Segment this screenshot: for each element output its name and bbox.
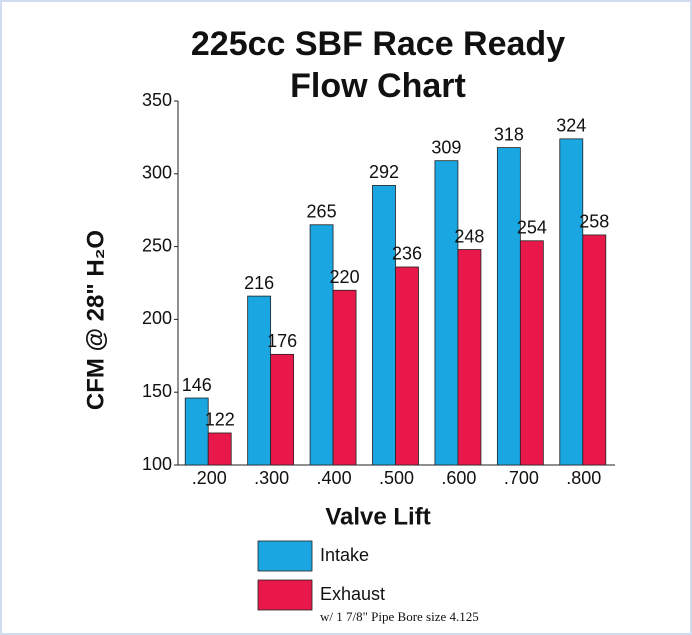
legend-label: Exhaust — [320, 584, 385, 604]
value-label: 309 — [431, 137, 461, 157]
y-tick-label: 350 — [142, 90, 172, 110]
legend-label: Intake — [320, 545, 369, 565]
bar — [309, 224, 334, 466]
chart-title-line-2: Flow Chart — [290, 67, 466, 105]
x-tick-label: .600 — [441, 468, 476, 488]
x-tick-label: .800 — [566, 468, 601, 488]
value-label: 292 — [369, 162, 399, 182]
bar — [496, 147, 521, 466]
value-label: 258 — [579, 212, 609, 232]
bar — [270, 353, 295, 466]
y-tick-label: 150 — [142, 381, 172, 401]
bar — [434, 160, 459, 466]
y-tick-label: 250 — [142, 235, 172, 255]
value-label: 216 — [244, 273, 274, 293]
x-tick-label: .500 — [379, 468, 414, 488]
value-label: 248 — [454, 226, 484, 246]
legend-swatch — [257, 540, 313, 572]
note: w/ 1 7/8" Pipe Bore size 4.125 — [320, 609, 479, 624]
chart-title-line-1: 225cc SBF Race Ready — [191, 25, 565, 63]
value-label: 236 — [392, 244, 422, 264]
value-label: 146 — [182, 375, 212, 395]
value-label: 318 — [494, 124, 524, 144]
x-tick-label: .300 — [254, 468, 289, 488]
y-tick-label: 300 — [142, 163, 172, 183]
bar — [519, 240, 544, 466]
bar — [372, 185, 396, 466]
x-axis-title: Valve Lift — [325, 503, 430, 530]
value-label: 324 — [556, 116, 586, 136]
bar — [332, 289, 357, 466]
value-label: 254 — [517, 218, 547, 238]
bar — [559, 138, 584, 466]
bar — [582, 234, 607, 466]
bar — [395, 266, 419, 466]
bar — [457, 249, 482, 466]
y-tick-label: 100 — [142, 454, 172, 474]
value-label: 176 — [267, 331, 297, 351]
x-tick-label: .200 — [192, 468, 227, 488]
y-axis-title: CFM @ 28" H₂O — [82, 230, 109, 410]
legend-swatch — [257, 579, 313, 611]
y-tick-label: 200 — [142, 308, 172, 328]
bar — [207, 432, 232, 466]
value-label: 265 — [307, 202, 337, 222]
value-label: 122 — [205, 410, 235, 430]
value-label: 220 — [330, 267, 360, 287]
x-tick-label: .400 — [317, 468, 352, 488]
x-tick-label: .700 — [504, 468, 539, 488]
bar — [247, 295, 272, 466]
bar — [184, 397, 209, 466]
